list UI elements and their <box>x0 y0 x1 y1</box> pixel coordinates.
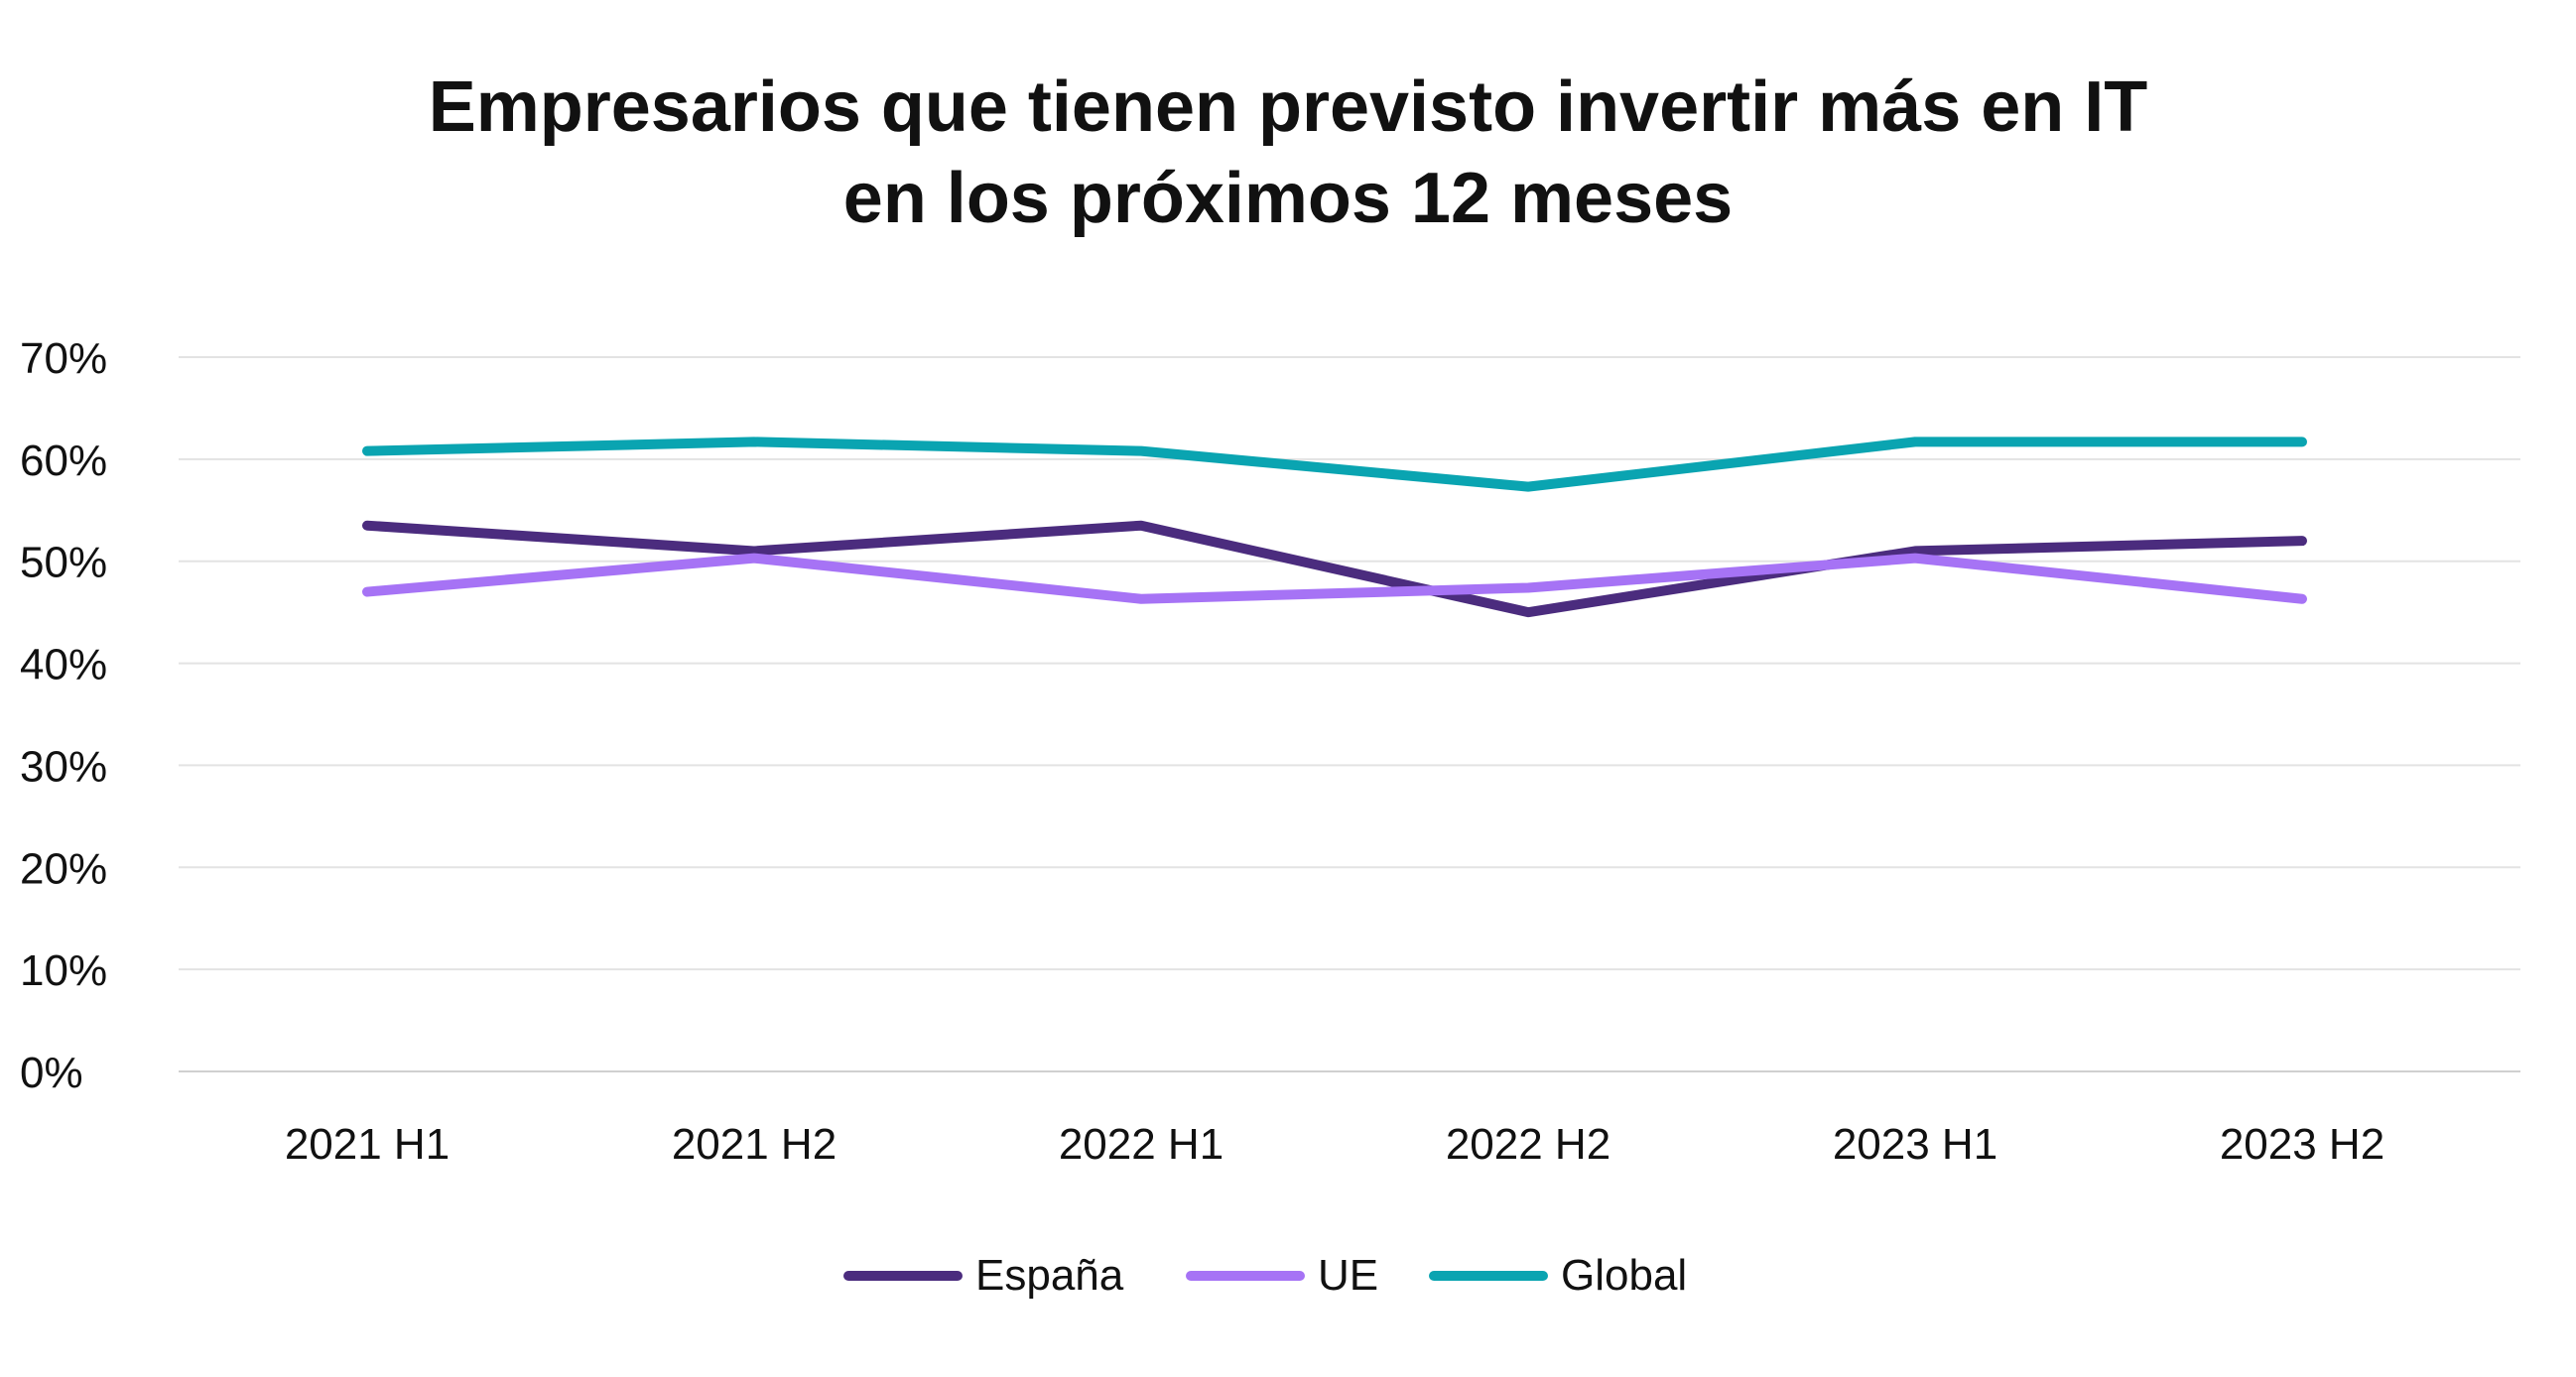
x-tick-label: 2022 H2 <box>1446 1120 1610 1169</box>
series-line-1 <box>362 553 2307 604</box>
y-tick-label: 60% <box>20 437 107 485</box>
x-axis: 2021 H1 2021 H2 2022 H1 2022 H2 2023 H1 2023 … <box>285 1120 2384 1169</box>
y-tick-label: 70% <box>20 334 107 383</box>
y-axis: 0% 10% 20% 30% 40% 50% 60% 70% <box>20 334 107 1097</box>
series-line-0 <box>362 520 2307 618</box>
y-tick-label: 10% <box>20 946 107 995</box>
x-tick-label: 2021 H2 <box>672 1120 837 1169</box>
chart-title-line-2: en los próximos 12 meses <box>842 159 1734 238</box>
y-tick-label: 40% <box>20 641 107 689</box>
grid-lines <box>179 356 2520 1072</box>
x-tick-label: 2021 H1 <box>285 1120 450 1169</box>
series-line-2 <box>362 437 2307 492</box>
x-tick-label: 2023 H1 <box>1833 1120 1997 1169</box>
legend-label: UE <box>1318 1251 1378 1300</box>
chart-title: Empresarios que tienen previsto invertir… <box>0 62 2576 244</box>
y-tick-label: 20% <box>20 844 107 893</box>
y-tick-label: 30% <box>20 742 107 791</box>
series-lines <box>362 437 2307 618</box>
legend-label: España <box>975 1251 1124 1300</box>
y-tick-label: 0% <box>20 1049 83 1097</box>
legend: España UE Global <box>843 1251 1687 1300</box>
x-tick-label: 2023 H2 <box>2220 1120 2384 1169</box>
y-tick-label: 50% <box>20 539 107 587</box>
chart-title-line-1: Empresarios que tienen previsto invertir… <box>428 67 2148 147</box>
legend-label: Global <box>1561 1251 1687 1300</box>
x-tick-label: 2022 H1 <box>1059 1120 1224 1169</box>
